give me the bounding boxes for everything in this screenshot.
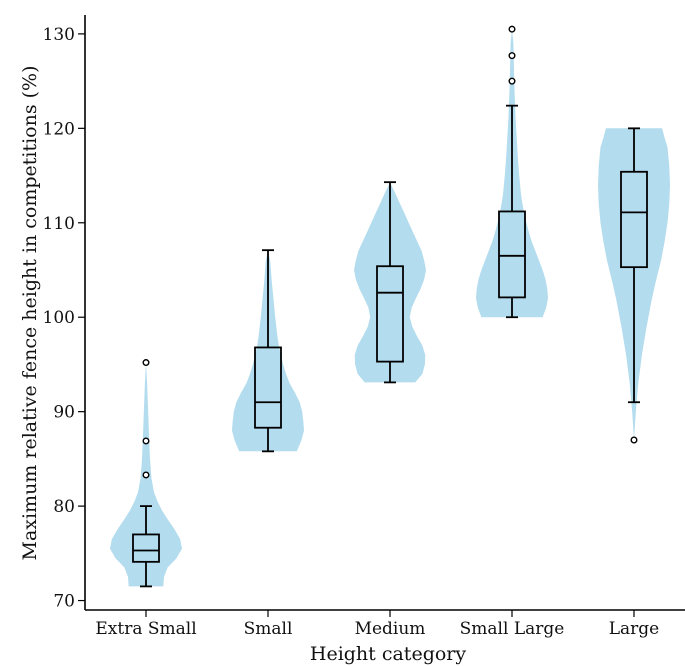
y-tick-label-120: 120: [43, 119, 75, 139]
x-ticks: Extra Small Small Medium Small Large Large: [95, 610, 659, 639]
outlier-point-extra-small-0: [142, 471, 150, 479]
iqr-box-small-large: [498, 210, 526, 299]
boxplots-layer: [132, 25, 648, 588]
outlier-point-large-0: [630, 436, 638, 444]
x-tick-label-medium: Medium: [355, 619, 426, 639]
x-axis-title: Height category: [310, 643, 466, 665]
boxplot-small: [254, 249, 282, 453]
x-tick-label-extra-small: Extra Small: [95, 619, 196, 639]
violins-layer: [110, 29, 670, 587]
y-tick-label-80: 80: [53, 497, 75, 517]
boxplot-small-large: [498, 25, 526, 319]
outlier-point-extra-small-2: [142, 359, 150, 367]
x-tick-label-large: Large: [609, 619, 660, 639]
boxplot-extra-small: [132, 359, 160, 588]
iqr-box-small: [254, 346, 282, 429]
iqr-box-medium: [376, 265, 404, 363]
y-tick-label-90: 90: [53, 403, 75, 423]
y-tick-label-110: 110: [43, 214, 75, 234]
y-tick-label-130: 130: [43, 25, 75, 45]
outlier-point-extra-small-1: [142, 437, 150, 445]
y-axis-title: Maximum relative fence height in competi…: [19, 65, 41, 560]
violin-small: [232, 250, 304, 452]
iqr-box-large: [620, 170, 648, 269]
y-tick-label-100: 100: [43, 308, 75, 328]
boxplot-medium: [376, 181, 404, 384]
iqr-box-extra-small: [132, 533, 160, 563]
y-ticks: 70 80 90 100 110 120 130: [43, 25, 85, 612]
y-tick-label-70: 70: [53, 592, 75, 612]
outlier-point-small-large-0: [508, 77, 516, 85]
violin-medium: [354, 182, 426, 383]
x-tick-label-small-large: Small Large: [460, 619, 565, 639]
boxplot-large: [620, 127, 648, 444]
outlier-point-small-large-1: [508, 52, 516, 60]
x-tick-label-small: Small: [244, 619, 293, 639]
outlier-point-small-large-2: [508, 25, 516, 33]
